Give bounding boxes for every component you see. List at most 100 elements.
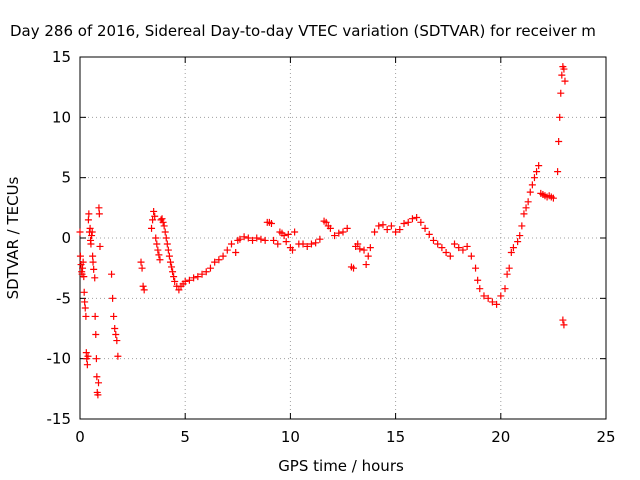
data-point — [322, 218, 330, 226]
data-point — [474, 276, 482, 284]
data-point — [472, 264, 480, 272]
data-point — [244, 234, 252, 242]
data-point — [505, 264, 513, 272]
data-point — [168, 263, 176, 271]
data-point — [90, 265, 98, 273]
data-point — [92, 331, 100, 339]
data-point — [366, 244, 374, 252]
data-point — [400, 220, 408, 228]
data-point — [79, 264, 87, 272]
data-point — [93, 373, 101, 381]
data-point — [535, 162, 543, 170]
data-point — [509, 244, 517, 252]
data-point — [76, 252, 84, 260]
data-point — [350, 264, 358, 272]
data-point — [501, 285, 509, 293]
data-point — [236, 235, 244, 243]
data-point — [150, 207, 158, 215]
data-point — [326, 224, 334, 232]
data-point — [514, 238, 522, 246]
y-tick-label: 0 — [61, 229, 71, 247]
data-point — [96, 242, 104, 250]
data-point — [181, 277, 189, 285]
data-point — [555, 137, 563, 145]
data-point — [421, 224, 429, 232]
data-point — [497, 292, 505, 300]
data-point — [88, 228, 96, 236]
data-point — [438, 244, 446, 252]
data-point — [455, 244, 463, 252]
data-point — [215, 256, 223, 264]
data-point — [257, 235, 265, 243]
data-point — [520, 210, 528, 218]
data-point — [274, 240, 282, 248]
y-tick-label: -5 — [56, 289, 71, 307]
grid-lines — [80, 57, 606, 419]
data-point — [86, 224, 94, 232]
axis-ticks: 0 5 10 15 20 25 -15 -10 -5 0 5 10 15 — [47, 48, 616, 446]
data-point — [339, 228, 347, 236]
data-point — [151, 212, 159, 220]
y-tick-label: 15 — [52, 48, 71, 66]
data-point — [488, 298, 496, 306]
data-point — [155, 251, 163, 259]
data-point — [522, 204, 530, 212]
data-point — [95, 204, 103, 212]
data-point — [280, 232, 288, 240]
data-point — [165, 252, 173, 260]
data-point — [94, 391, 102, 399]
y-tick-label: -15 — [47, 410, 72, 428]
data-point — [153, 240, 161, 248]
data-point — [206, 264, 214, 272]
data-point — [253, 234, 261, 242]
data-point — [404, 218, 412, 226]
x-tick-label: 0 — [75, 428, 85, 446]
data-point — [84, 216, 92, 224]
data-point — [111, 325, 119, 332]
data-point — [480, 292, 488, 300]
data-point — [85, 210, 93, 218]
data-point — [81, 298, 89, 306]
data-point — [227, 240, 235, 248]
data-point — [88, 232, 96, 240]
data-point — [408, 215, 416, 223]
data-point — [518, 222, 526, 230]
data-point — [392, 228, 400, 236]
data-point — [156, 256, 164, 264]
data-point — [112, 331, 120, 339]
data-point — [80, 273, 88, 281]
data-point — [166, 258, 174, 266]
data-point — [335, 229, 343, 237]
data-point — [354, 240, 362, 248]
data-point — [219, 252, 227, 260]
data-point — [425, 230, 433, 238]
data-point — [312, 239, 320, 247]
data-point — [561, 77, 569, 85]
data-point — [442, 248, 450, 256]
data-point — [362, 261, 370, 269]
data-point — [343, 224, 351, 232]
data-point — [232, 248, 240, 256]
data-point — [169, 268, 177, 276]
data-point — [446, 252, 454, 260]
data-point — [113, 337, 121, 345]
data-point — [162, 234, 170, 242]
data-point — [524, 198, 532, 206]
data-point — [158, 215, 166, 223]
y-axis-label: SDTVAR / TECUs — [4, 176, 22, 299]
data-point — [95, 379, 103, 387]
data-points — [76, 63, 569, 399]
data-point — [87, 240, 95, 248]
data-point — [303, 242, 311, 250]
data-point — [360, 246, 368, 254]
data-point — [171, 277, 179, 285]
data-point — [554, 168, 562, 176]
data-point — [417, 218, 425, 226]
data-point — [89, 252, 97, 260]
data-point — [82, 349, 90, 357]
data-point — [556, 113, 564, 121]
y-tick-label: 5 — [61, 169, 71, 187]
data-point — [331, 232, 339, 240]
data-point — [261, 236, 269, 244]
